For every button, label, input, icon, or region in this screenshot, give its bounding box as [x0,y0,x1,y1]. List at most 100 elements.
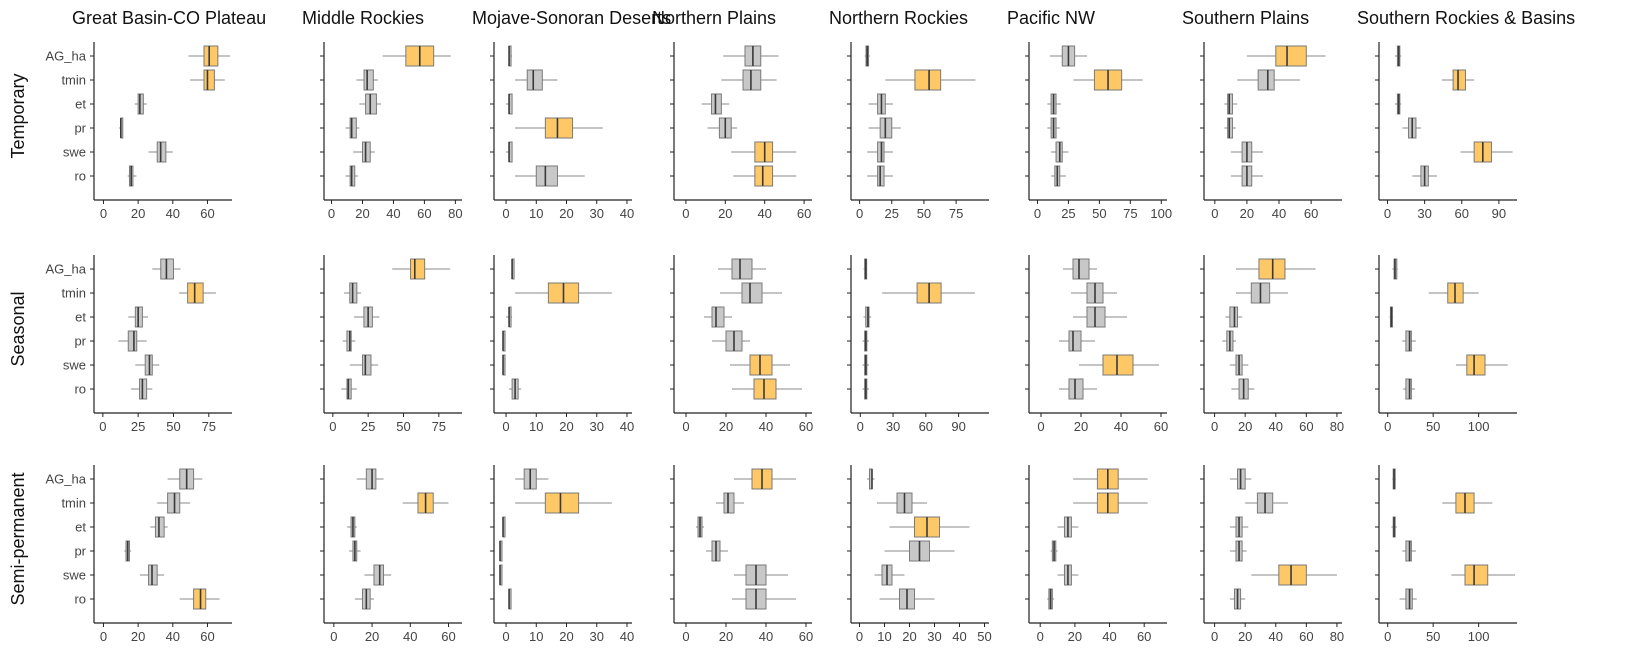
box [362,354,372,376]
x-tick-label: 40 [620,419,634,434]
x-tick-label: 30 [886,419,900,434]
box [723,492,735,514]
y-tick-label: tmin [61,286,86,301]
box [749,354,773,376]
x-tick-label: 100 [1150,206,1172,221]
x-tick-label: 0 [1211,206,1218,221]
x-tick-label: 60 [797,206,811,221]
x-tick-label: 20 [1068,629,1082,644]
x-tick-label: 0 [502,419,509,434]
x-tick-label: 50 [1426,629,1440,644]
x-tick-label: 20 [719,419,733,434]
y-tick-label: et [75,310,86,325]
x-tick-label: 40 [757,206,771,221]
y-tick-label: tmin [61,73,86,88]
x-tick-label: 0 [1034,206,1041,221]
x-tick-label: 50 [166,419,180,434]
x-tick-label: 40 [1272,206,1286,221]
x-tick-label: 40 [1269,629,1283,644]
row-label: Semi-permanent [8,472,28,605]
x-tick-label: 60 [799,629,813,644]
box [137,93,144,115]
box [1466,354,1486,376]
x-tick-label: 20 [365,629,379,644]
column-header: Southern Plains [1182,8,1309,28]
row-label: Seasonal [8,291,28,366]
x-tick-label: 75 [202,419,216,434]
box [127,330,138,352]
x-tick-label: 60 [200,629,214,644]
x-tick-label: 0 [856,206,863,221]
x-tick-label: 20 [559,419,573,434]
x-tick-label: 100 [1468,629,1490,644]
x-tick-label: 10 [529,419,543,434]
x-tick-label: 60 [200,206,214,221]
y-tick-label: ro [74,169,86,184]
x-tick-label: 60 [1137,629,1151,644]
x-tick-label: 0 [856,629,863,644]
box [1275,45,1307,67]
x-tick-label: 60 [1299,419,1313,434]
x-tick-label: 20 [718,206,732,221]
x-tick-label: 20 [131,206,145,221]
box [544,492,580,514]
box [365,468,377,490]
x-tick-label: 30 [1417,206,1431,221]
x-tick-label: 10 [529,206,543,221]
x-tick-label: 10 [529,629,543,644]
x-tick-label: 10 [877,629,891,644]
box [349,117,357,139]
box [1405,378,1412,400]
box [741,282,763,304]
box [1072,258,1090,280]
x-tick-label: 20 [719,629,733,644]
x-tick-label: 60 [1304,206,1318,221]
x-tick-label: 80 [1330,629,1344,644]
x-tick-label: 40 [1269,419,1283,434]
x-tick-label: 30 [927,629,941,644]
box [410,258,426,280]
x-tick-label: 0 [1384,629,1391,644]
x-tick-label: 75 [432,419,446,434]
x-tick-label: 20 [559,206,573,221]
x-tick-label: 40 [952,629,966,644]
box [526,69,543,91]
box [742,69,762,91]
x-tick-label: 0 [857,419,864,434]
column-header: Northern Plains [652,8,776,28]
x-tick-label: 60 [1299,629,1313,644]
x-tick-label: 0 [1037,419,1044,434]
box [914,69,942,91]
x-tick-label: 30 [590,206,604,221]
box [1227,117,1233,139]
box [1257,69,1275,91]
x-tick-label: 40 [620,206,634,221]
row-label: Temporary [8,73,28,158]
x-tick-label: 40 [620,629,634,644]
x-tick-label: 0 [1037,629,1044,644]
x-tick-label: 0 [99,419,106,434]
x-tick-label: 100 [1468,419,1490,434]
x-tick-label: 20 [131,629,145,644]
x-tick-label: 25 [131,419,145,434]
x-tick-label: 0 [502,629,509,644]
box [203,45,219,67]
x-tick-label: 60 [441,629,455,644]
box [363,69,374,91]
x-tick-label: 0 [1211,629,1218,644]
x-tick-label: 60 [799,419,813,434]
x-tick-label: 50 [396,419,410,434]
x-tick-label: 40 [759,629,773,644]
x-tick-label: 60 [417,206,431,221]
x-tick-label: 60 [919,419,933,434]
box [1452,69,1466,91]
x-tick-label: 0 [682,419,689,434]
x-tick-label: 0 [1384,419,1391,434]
x-tick-label: 0 [502,206,509,221]
x-tick-label: 40 [166,206,180,221]
y-tick-label: swe [63,145,86,160]
box [156,141,167,163]
box [544,117,574,139]
box [753,378,777,400]
